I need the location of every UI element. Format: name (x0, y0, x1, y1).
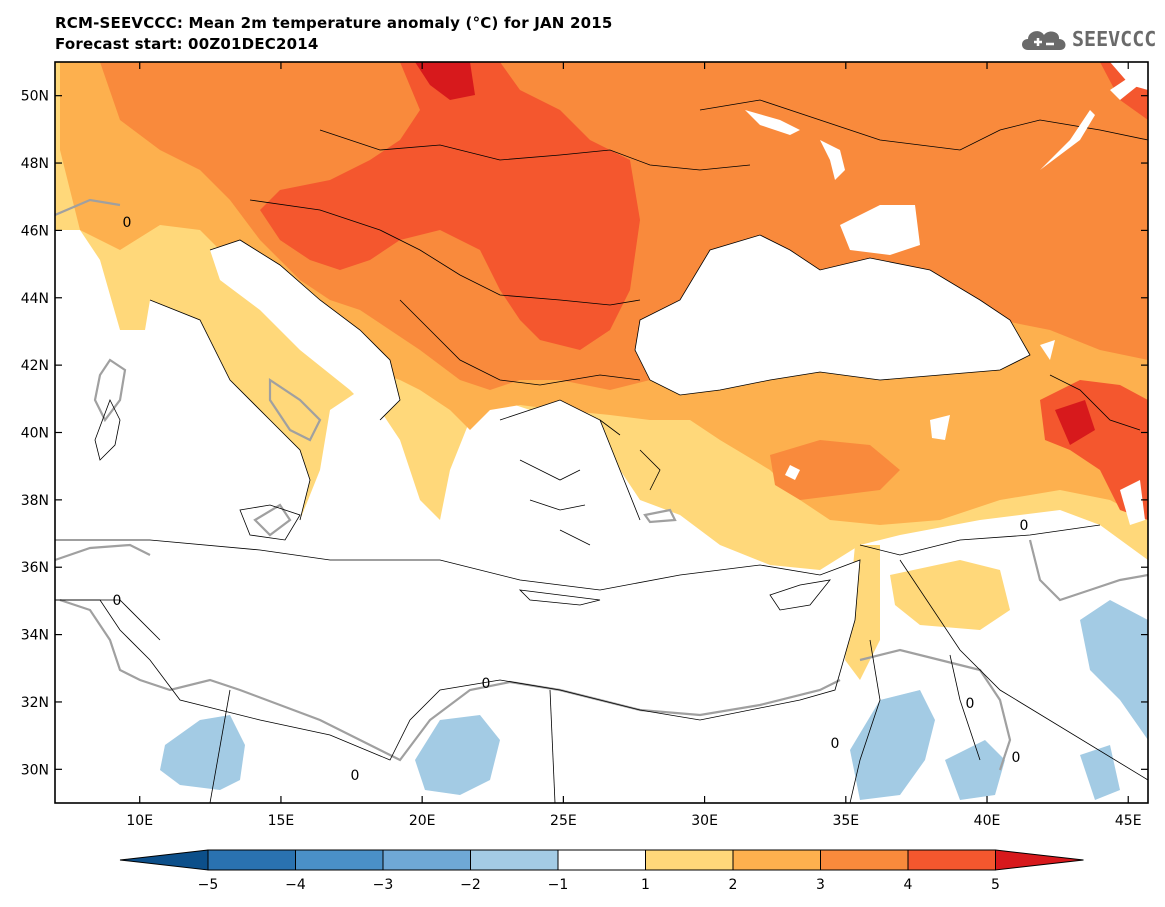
colorbar-tick-label: −2 (460, 877, 481, 893)
colorbar-segment (207, 849, 296, 871)
colorbar-tick-label: −1 (548, 877, 569, 893)
colorbar-tick-label: 2 (729, 877, 738, 893)
anomaly-region-5b (1055, 400, 1095, 445)
y-tick-label: 42N (21, 358, 49, 374)
colorbar-segment (295, 849, 384, 871)
country-borders (55, 99, 1148, 803)
zero-contour-6 (93, 358, 127, 423)
contour-label: 0 (113, 593, 122, 609)
contour-label: 0 (966, 696, 975, 712)
azov-sea (840, 205, 920, 255)
zero-contour-4 (1028, 539, 1148, 602)
x-tick-label: 30E (691, 813, 718, 829)
logo-text: SEEVCCC (1072, 27, 1157, 51)
y-tick-label: 30N (21, 762, 49, 778)
adriatic-sea (210, 240, 400, 420)
aegean-sea (500, 400, 640, 580)
contour-labels: 0 0 0 0 0 0 0 0 (113, 215, 1029, 784)
colorbar-tick-label: 4 (904, 877, 913, 893)
x-tick-label: 20E (409, 813, 436, 829)
contour-label: 0 (1020, 518, 1029, 534)
seevccc-logo: SEEVCCC (1018, 24, 1156, 54)
anomaly-region-5a (415, 62, 475, 100)
anomaly-region-turkey-inner (770, 440, 900, 500)
black-sea (635, 235, 1030, 395)
y-tick-label: 32N (21, 695, 49, 711)
y-tick-label: 44N (21, 291, 49, 307)
colorbar-tick-label: −4 (285, 877, 306, 893)
zero-contour-7 (253, 503, 292, 537)
zero-contour-9 (55, 198, 121, 217)
colorbar-segment (820, 849, 909, 871)
x-tick-label: 40E (974, 813, 1001, 829)
contour-label: 0 (123, 215, 132, 231)
contour-label: 0 (482, 676, 491, 692)
colorbar-segment (470, 849, 559, 871)
latitude-axis: 50N 48N 46N 44N 42N 40N 38N 36N 34N 32N 30N (21, 89, 1148, 778)
colorbar-segment (732, 849, 821, 871)
y-tick-label: 50N (21, 89, 49, 105)
tyrrhenian-sea (130, 300, 310, 560)
contour-label: 0 (1012, 750, 1021, 766)
anomaly-region-4a (260, 62, 640, 350)
colorbar-tick-label: 5 (991, 877, 1000, 893)
y-tick-label: 34N (21, 628, 49, 644)
x-tick-label: 45E (1115, 813, 1142, 829)
x-tick-label: 35E (832, 813, 859, 829)
y-tick-label: 48N (21, 156, 49, 172)
y-tick-label: 36N (21, 560, 49, 576)
map-plot-area: 0 0 0 0 0 0 0 0 (55, 62, 1148, 803)
mediterranean-sea (55, 540, 860, 760)
map-title: RCM-SEEVCCC: Mean 2m temperature anomaly… (55, 14, 613, 32)
contour-label: 0 (831, 736, 840, 752)
y-tick-label: 46N (21, 223, 49, 239)
contour-label: 0 (351, 768, 360, 784)
zero-contour-2 (59, 598, 841, 762)
x-tick-label: 25E (550, 813, 577, 829)
sea-mask (55, 62, 1148, 760)
anomaly-region-mideast-c1 (890, 560, 1010, 630)
colorbar: −5 −4 −3 −2 −1 1 2 3 4 5 (119, 849, 1084, 893)
x-tick-label: 15E (268, 813, 295, 829)
rivers-lakes (745, 70, 1145, 525)
colorbar-tick-label: −5 (198, 877, 219, 893)
colorbar-segment (907, 849, 996, 871)
zero-contour-5 (268, 377, 322, 442)
zero-contour-8 (643, 508, 677, 524)
zero-contour-1 (55, 543, 151, 562)
y-tick-label: 38N (21, 493, 49, 509)
colorbar-segment (645, 849, 734, 871)
colorbar-arrow-high (995, 849, 1084, 871)
colorbar-tick-label: 1 (641, 877, 650, 893)
longitude-axis: 10E 15E 20E 25E 30E 35E 40E 45E (126, 62, 1142, 829)
anomaly-region-neg-4 (1080, 600, 1148, 740)
cloud-icon (1022, 31, 1066, 50)
colorbar-segment (382, 849, 471, 871)
x-tick-label: 10E (126, 813, 153, 829)
colorbar-tick-label: −3 (373, 877, 394, 893)
y-tick-label: 40N (21, 426, 49, 442)
colorbar-segment (557, 849, 646, 871)
map-subtitle: Forecast start: 00Z01DEC2014 (55, 35, 319, 53)
colorbar-arrow-low (119, 849, 209, 871)
colorbar-tick-label: 3 (816, 877, 825, 893)
anomaly-fill-layers (55, 62, 1148, 800)
anomaly-region-neg-3 (850, 690, 935, 800)
anomaly-region-neg-2 (415, 715, 500, 795)
anomaly-region-neg-6 (1080, 745, 1120, 800)
anomaly-region-neg-5 (945, 740, 1005, 800)
anomaly-region-neg-1 (160, 715, 245, 790)
